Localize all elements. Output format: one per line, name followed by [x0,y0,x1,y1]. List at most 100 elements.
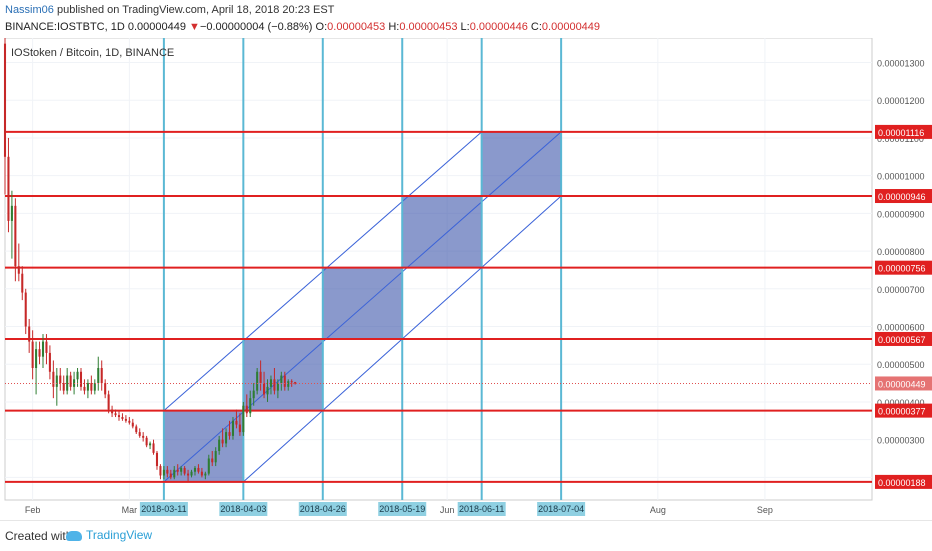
candle-body-2 [10,205,13,221]
candle-body-18 [66,375,69,391]
date-badge-4 [457,502,506,516]
date-badge-label-4: 2018-06-11 [459,504,504,514]
candle-body-21 [76,371,79,380]
last-price: 0.00000449 [127,21,186,33]
symbol-line: BINANCE:IOSTBTC, 1D 0.00000449 ▼−0.00000… [5,21,600,33]
y-tick-label-5: 0.00000800 [877,247,925,257]
level-badge-label-1: 0.00000946 [878,192,926,202]
date-badge-label-1: 2018-04-03 [220,504,266,514]
x-month-label-0: Feb [25,505,41,515]
y-tick-label-3: 0.00001000 [877,172,925,182]
level-badge-3 [875,331,932,346]
publish-line: Nassim06 published on TradingView.com, A… [5,4,334,16]
candle-body-43 [152,443,155,453]
date-badge-2 [298,502,347,516]
open-value: 0.00000453 [327,21,386,33]
candle-body-12 [45,341,48,353]
candle-body-11 [41,341,45,357]
candle-body-47 [166,469,169,474]
candle-body-15 [55,375,58,387]
candle-body-25 [90,383,93,391]
plot-area[interactable] [4,38,873,501]
y-tick-label-10: 0.00000300 [877,436,925,446]
candle-body-19 [69,375,72,387]
candle-body-84 [294,381,297,384]
date-badge-label-2: 2018-04-26 [300,504,346,514]
candle-body-10 [38,349,41,357]
close-value: 0.00000449 [541,21,601,33]
candle-body-35 [124,418,127,421]
candle-body-37 [131,422,134,427]
chart-title: IOStoken / Bitcoin, 1D, BINANCE [11,47,174,59]
candle-body-4 [17,266,20,274]
level-badge-label-2: 0.00000756 [878,264,926,274]
current-price-badge [875,376,932,391]
candle-body-17 [62,383,65,391]
date-badge-3 [378,502,427,516]
close-label: C: [530,21,542,33]
high-value: 0.00000453 [399,21,458,33]
candle-body-72 [252,390,255,399]
level-badge-4 [875,403,932,418]
candle-body-58 [204,473,207,476]
candle-body-24 [86,383,89,391]
candle-body-6 [24,292,27,327]
high-label: H: [388,21,400,33]
candle-body-79 [276,383,279,391]
candle-body-33 [117,415,121,418]
candle-body-64 [225,432,228,444]
candle-body-41 [145,437,148,446]
x-axis[interactable]: Feb Mar Jun Aug Sep 2018-03-11 2018-04-03 2018-… [25,502,773,516]
price-chart[interactable]: 0.00001300 0.00001200 0.00001100 0.00001000… [0,38,932,518]
box-1 [242,338,324,412]
x-month-label-4: Sep [757,505,773,515]
cloud-icon [66,530,82,541]
candle-body-71 [249,398,252,414]
box-4 [480,131,562,197]
created-with-text: Created with [5,529,73,543]
candle-body-9 [35,349,38,368]
candle-body-46 [162,469,165,476]
level-badge-label-0: 0.00001116 [878,128,924,138]
candle-body-14 [52,371,55,387]
low-label: L: [460,21,470,33]
date-badge-5 [537,502,586,516]
candle-body-22 [79,371,83,387]
y-tick-label-8: 0.00000500 [877,360,925,370]
y-axis[interactable]: 0.00001300 0.00001200 0.00001100 0.00001000… [875,59,932,489]
candle-body-74 [259,371,262,384]
candle-body-76 [266,386,269,395]
candle-body-50 [176,469,179,472]
candle-body-42 [149,443,152,446]
candle-body-77 [269,379,273,387]
tradingview-logo[interactable]: TradingView [66,528,152,542]
author-link[interactable]: Nassim06 [5,4,54,16]
candle-body-48 [169,473,172,478]
x-month-label-1: Mar [122,505,138,515]
down-arrow-icon: ▼ [189,21,200,33]
level-badge-0 [875,124,932,139]
candle-body-38 [135,426,138,433]
candle-body-31 [111,409,114,414]
level-lines [5,130,872,483]
candle-body-44 [155,452,159,467]
candle-body-28 [100,368,103,384]
level-badge-label-5: 0.00000188 [878,478,926,488]
date-badge-label-3: 2018-05-19 [379,504,425,514]
y-tick-label-9: 0.00000400 [877,398,925,408]
candle-body-82 [287,381,290,387]
candle-body-56 [197,467,200,472]
brand-name: TradingView [86,528,153,542]
candle-body-52 [183,467,186,474]
y-tick-label-4: 0.00000900 [877,209,925,219]
candle-body-59 [207,458,210,474]
published-text: published on TradingView.com, April 18, … [56,4,335,16]
current-price-badge-label: 0.00000449 [878,379,926,389]
candle-body-13 [48,352,51,372]
candle-body-29 [104,383,107,395]
y-tick-label-2: 0.00001100 [877,134,924,144]
candle-body-81 [283,375,286,387]
box-2 [322,266,403,340]
candle-body-34 [121,417,124,419]
date-badge-1 [219,502,268,516]
